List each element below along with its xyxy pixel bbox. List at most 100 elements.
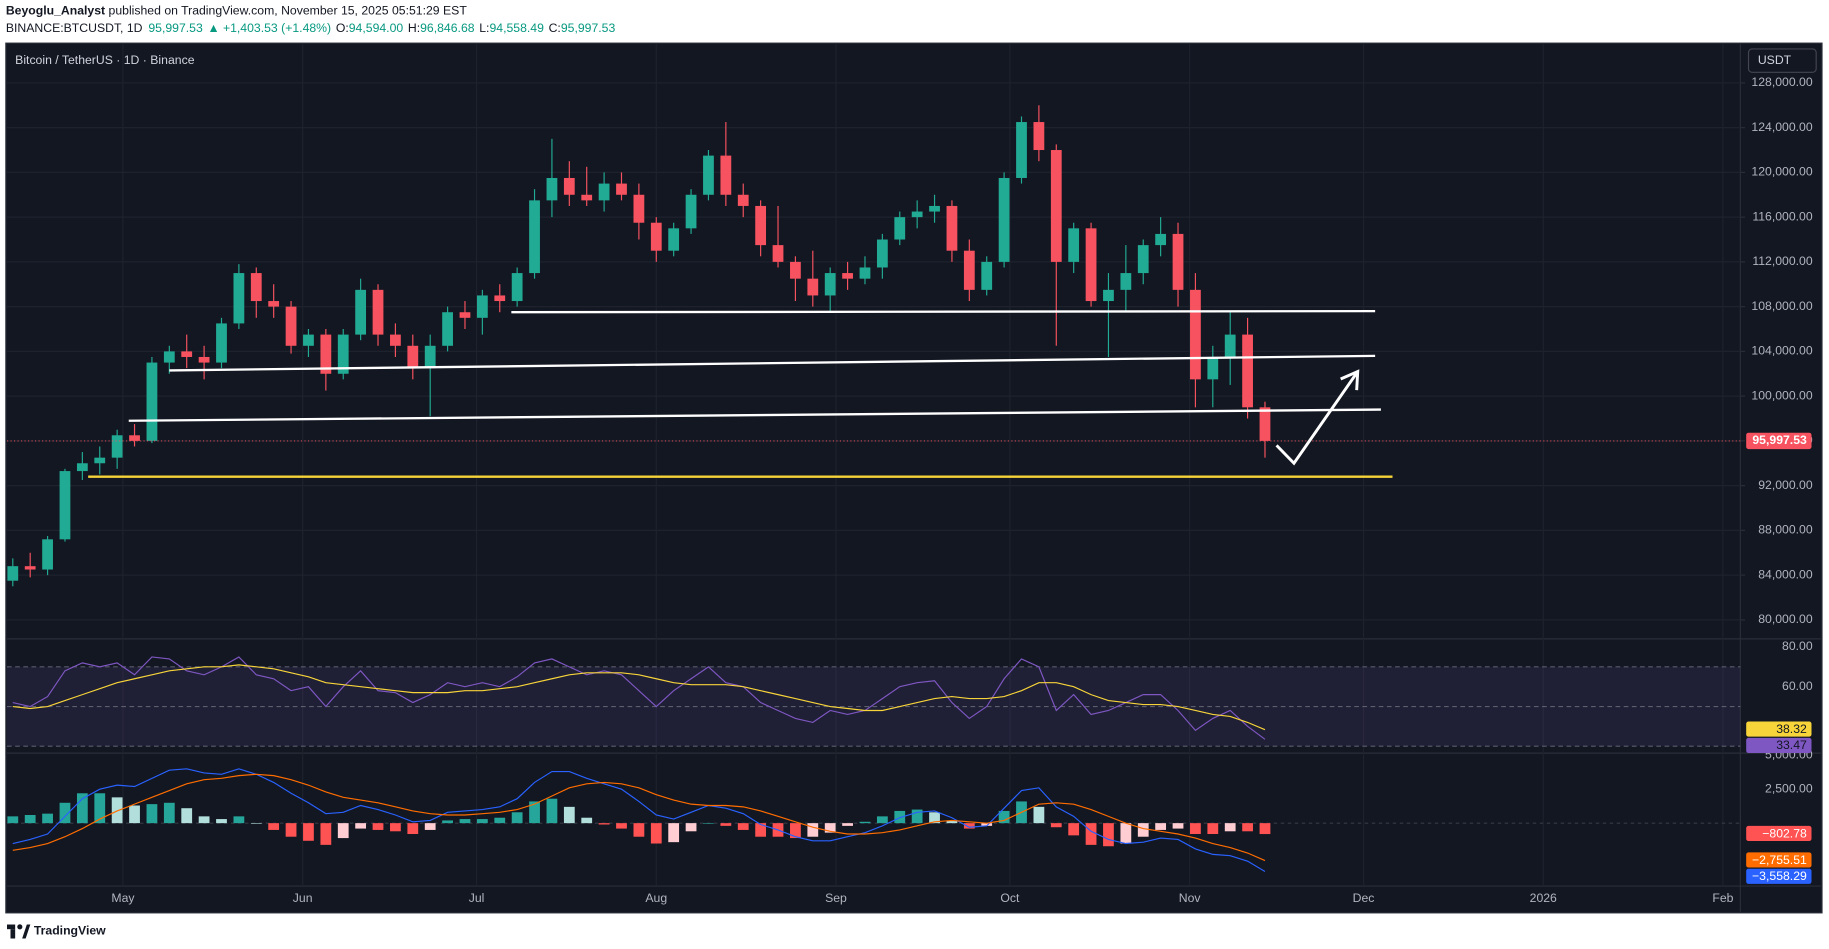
candle-body	[1259, 407, 1271, 441]
macd-histogram-bar	[1068, 823, 1080, 836]
chart-title: Bitcoin / TetherUS · 1D · Binance	[15, 53, 195, 67]
macd-histogram-bar	[616, 823, 627, 829]
candle-body	[876, 239, 888, 268]
macd-histogram-bar	[598, 823, 610, 825]
candle-body	[320, 334, 332, 374]
y-tick-label: 116,000.00	[1752, 209, 1813, 223]
macd-histogram-bar	[1033, 806, 1045, 824]
macd-histogram-bar	[720, 823, 732, 826]
symbol: BINANCE:BTCUSDT, 1D	[6, 21, 143, 35]
macd-histogram-bar	[42, 813, 53, 824]
x-tick-label: Nov	[1179, 891, 1202, 905]
x-tick-label: Jun	[293, 891, 313, 905]
macd-histogram-bar	[755, 823, 767, 837]
ohlc-key: H:	[408, 21, 420, 35]
candle-body	[111, 435, 123, 458]
y-tick-label: 104,000.00	[1751, 344, 1812, 358]
candle-body	[598, 183, 610, 201]
candle-body	[216, 323, 227, 363]
candle-body	[494, 295, 506, 302]
macd-histogram-bar	[963, 823, 975, 829]
last-value-label: 38.32	[1776, 722, 1807, 736]
candle-body	[633, 194, 645, 223]
candle-body	[76, 463, 88, 472]
macd-histogram-bar	[1224, 823, 1236, 832]
candle-body	[7, 566, 19, 581]
candle-body	[1085, 228, 1097, 302]
candle-body	[1033, 122, 1045, 151]
candle-body	[790, 261, 801, 279]
candle-body	[581, 194, 593, 201]
candle-body	[807, 278, 819, 296]
last-value-box	[1746, 737, 1812, 754]
candle-body	[981, 261, 993, 290]
macd-histogram-bar	[894, 810, 906, 824]
macd-histogram-bar	[1137, 823, 1149, 837]
macd-histogram-bar	[390, 823, 401, 832]
macd-histogram-bar	[94, 793, 106, 824]
candle-body	[303, 334, 314, 346]
candle-body	[285, 306, 297, 346]
macd-histogram-bar	[250, 823, 262, 824]
candle-body	[998, 177, 1010, 262]
candle-body	[911, 211, 923, 218]
currency-label[interactable]: USDT	[1758, 53, 1792, 67]
macd-histogram-bar	[459, 819, 471, 824]
arrow-head	[1340, 369, 1360, 391]
candle-body	[894, 217, 906, 240]
candle-body	[685, 194, 697, 229]
macd-histogram-bar	[372, 823, 384, 830]
currency-button[interactable]	[1747, 48, 1817, 73]
ohlc-key: L:	[479, 21, 489, 35]
macd-histogram-bar	[929, 812, 940, 824]
macd-histogram-bar	[876, 816, 888, 824]
ohlc-value: 94,594.00	[349, 21, 404, 35]
ohlc-value: 96,846.68	[420, 21, 475, 35]
y-tick-label: 128,000.00	[1751, 75, 1812, 89]
x-tick-label: 2026	[1530, 891, 1557, 905]
macd-histogram-bar	[198, 816, 210, 824]
x-tick-label: Aug	[645, 891, 667, 905]
author: Beyoglu_Analyst	[6, 4, 105, 18]
candle-body	[563, 177, 575, 195]
macd-histogram-bar	[285, 823, 297, 837]
macd-histogram-bar	[494, 817, 506, 824]
last-value-label: 33.47	[1776, 738, 1807, 752]
macd-histogram-bar	[337, 823, 349, 839]
candle-body	[1120, 273, 1132, 290]
macd-histogram-bar	[737, 823, 749, 830]
candle-body	[163, 351, 175, 363]
candle-body	[59, 471, 71, 540]
y-tick-label: 124,000.00	[1751, 120, 1812, 134]
candle-body	[146, 362, 158, 441]
candle-body	[1242, 334, 1253, 408]
header-line-2: BINANCE:BTCUSDT, 1D 95,997.53 ▲ +1,403.53 …	[6, 21, 616, 35]
x-tick-label: Dec	[1353, 891, 1375, 905]
candle-body	[233, 273, 245, 324]
x-tick-label: May	[111, 891, 135, 905]
last-value-label: −3,558.29	[1752, 869, 1807, 883]
candle-body	[1137, 245, 1149, 274]
trend-drawing	[1275, 370, 1359, 466]
y-tick-label: 88,000.00	[1758, 523, 1813, 537]
candle-body	[181, 351, 193, 357]
rsi-tick-label: 80.00	[1782, 639, 1813, 653]
candle-body	[616, 183, 627, 195]
macd-line	[12, 768, 1266, 872]
candle-body	[824, 273, 836, 296]
candle-body	[407, 345, 419, 369]
candle-body	[24, 566, 36, 570]
macd-histogram-bar	[268, 823, 280, 830]
candle-body	[859, 267, 871, 279]
macd-histogram-bar	[355, 823, 367, 829]
chart-frame	[5, 42, 1823, 914]
candle-body	[511, 273, 523, 302]
macd-histogram-bar	[790, 823, 801, 839]
candle-body	[668, 228, 680, 251]
macd-histogram-bar	[1259, 823, 1271, 835]
macd-histogram-bar	[442, 820, 453, 824]
last-value-box	[1746, 852, 1812, 868]
trend-drawing	[511, 309, 1376, 314]
